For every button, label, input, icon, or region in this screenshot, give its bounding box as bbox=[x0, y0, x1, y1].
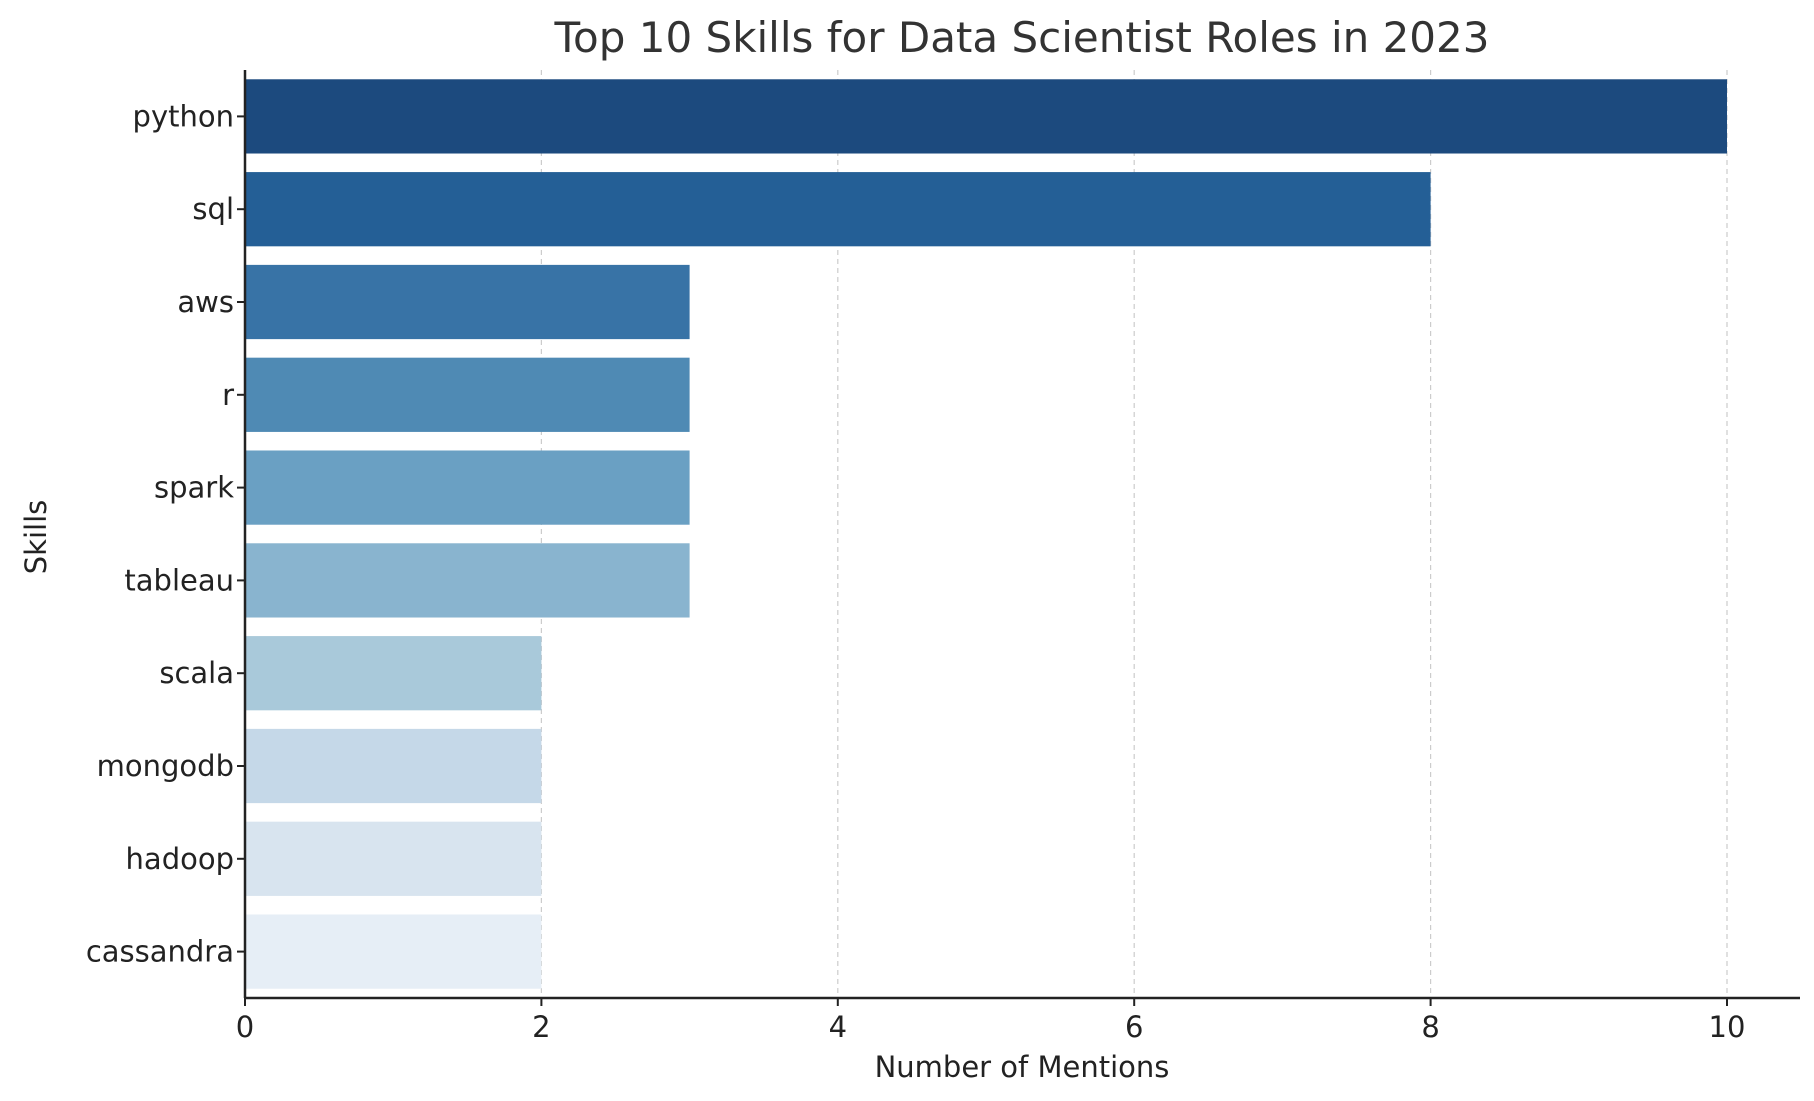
y-tick-label-hadoop: hadoop bbox=[126, 842, 234, 876]
x-tick-label: 6 bbox=[1125, 1010, 1143, 1044]
bar-hadoop bbox=[245, 821, 542, 896]
x-tick-label: 0 bbox=[236, 1010, 254, 1044]
y-axis-label: Skills bbox=[19, 500, 53, 574]
bar-scala bbox=[245, 636, 542, 711]
bar-r bbox=[245, 357, 690, 432]
y-tick-label-tableau: tableau bbox=[124, 563, 234, 597]
x-tick-label: 4 bbox=[829, 1010, 847, 1044]
bar-mongodb bbox=[245, 728, 542, 804]
y-tick-label-aws: aws bbox=[177, 285, 234, 319]
bar-python bbox=[245, 79, 1727, 154]
x-axis-ticks: 0 2 4 6 8 10 bbox=[236, 998, 1746, 1044]
bar-aws bbox=[245, 264, 690, 340]
bar-spark bbox=[245, 450, 690, 525]
x-tick-label: 8 bbox=[1421, 1010, 1439, 1044]
y-tick-label-sql: sql bbox=[192, 192, 234, 226]
bar-tableau bbox=[245, 543, 690, 618]
y-tick-label-r: r bbox=[222, 378, 234, 412]
y-axis-ticks: python sql aws r spark tableau scala mongodb had… bbox=[86, 99, 245, 969]
y-tick-label-mongodb: mongodb bbox=[97, 749, 234, 783]
y-tick-label-cassandra: cassandra bbox=[86, 935, 234, 969]
y-tick-label-python: python bbox=[133, 99, 234, 133]
bar-sql bbox=[245, 172, 1431, 247]
chart-title: Top 10 Skills for Data Scientist Roles i… bbox=[554, 13, 1490, 62]
bars bbox=[245, 79, 1727, 989]
x-tick-label: 10 bbox=[1709, 1010, 1746, 1044]
x-axis-label: Number of Mentions bbox=[875, 1050, 1170, 1084]
y-tick-label-spark: spark bbox=[154, 471, 234, 505]
x-tick-label: 2 bbox=[532, 1010, 550, 1044]
bar-cassandra bbox=[245, 914, 542, 989]
y-tick-label-scala: scala bbox=[159, 656, 234, 690]
